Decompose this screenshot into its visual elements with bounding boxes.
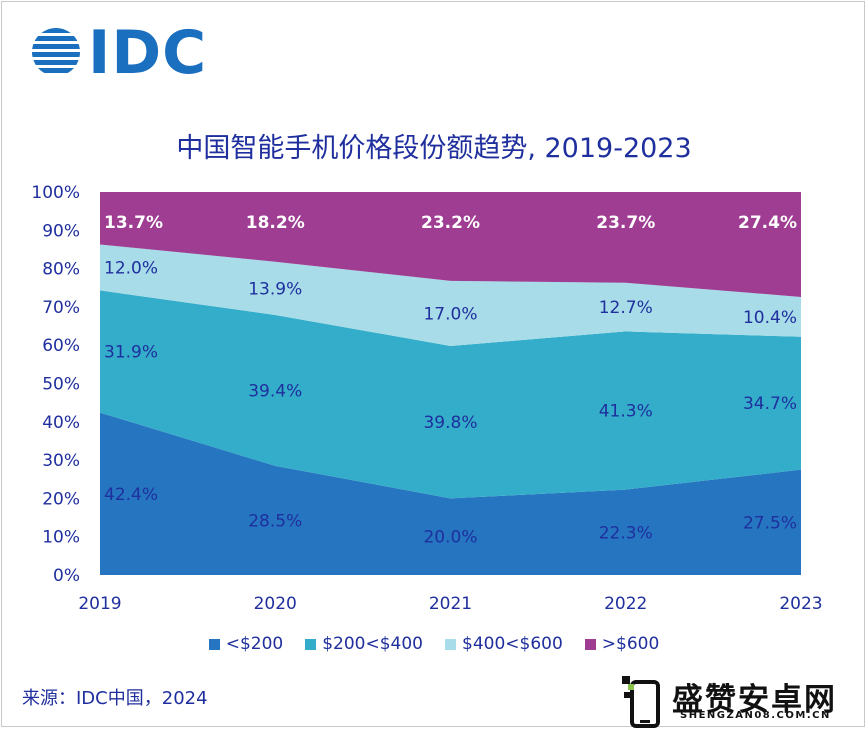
y-tick-label: 50% — [42, 375, 80, 395]
legend-item: >$600 — [584, 634, 660, 654]
legend-item: <$200 — [208, 634, 284, 654]
logo-text: IDC — [88, 18, 208, 88]
y-tick-label: 100% — [31, 183, 80, 203]
y-tick-label: 20% — [42, 489, 80, 509]
legend-swatch — [305, 638, 317, 650]
x-tick-label: 2019 — [78, 594, 121, 614]
data-label: 39.4% — [248, 381, 302, 401]
x-tick-label: 2022 — [604, 594, 647, 614]
y-tick-label: 80% — [42, 260, 80, 280]
data-label: 10.4% — [743, 308, 797, 328]
data-label: 41.3% — [599, 402, 653, 422]
y-tick-label: 0% — [53, 566, 80, 586]
legend-swatch — [208, 638, 220, 650]
legend-swatch — [445, 638, 456, 650]
y-tick-label: 10% — [42, 528, 80, 548]
phone-logo-icon — [622, 676, 660, 728]
globe-logo-icon — [32, 28, 80, 73]
data-label: 12.7% — [599, 298, 653, 318]
x-tick-label: 2023 — [779, 594, 822, 614]
data-label: 20.0% — [423, 528, 477, 548]
data-label: 12.0% — [104, 258, 158, 278]
data-label: 23.7% — [596, 213, 655, 233]
x-tick-label: 2020 — [254, 594, 297, 614]
idc-logo: IDC — [30, 18, 206, 88]
legend-label: <$200 — [225, 634, 284, 654]
source-note: 来源：IDC中国，2024 — [22, 688, 208, 709]
y-tick-label: 40% — [42, 413, 80, 433]
data-label: 39.8% — [423, 413, 477, 433]
data-label: 28.5% — [248, 511, 302, 531]
data-label: 18.2% — [246, 213, 305, 233]
data-label: 27.5% — [743, 513, 797, 533]
data-label: 34.7% — [743, 394, 797, 414]
data-label: 22.3% — [599, 523, 653, 543]
legend-label: >$600 — [601, 634, 660, 654]
legend-label: $400<$600 — [462, 634, 563, 654]
data-label: 13.7% — [104, 213, 163, 233]
x-tick-label: 2021 — [429, 594, 472, 614]
data-label: 31.9% — [104, 343, 158, 363]
y-tick-label: 70% — [42, 298, 80, 318]
area-series-3 — [100, 192, 801, 297]
data-label: 42.4% — [104, 485, 158, 505]
y-tick-label: 30% — [42, 451, 80, 471]
area-series-0 — [100, 412, 801, 575]
chart-title: 中国智能手机价格段份额趋势, 2019-2023 — [176, 133, 692, 164]
stacked-area-chart: 0% 10% 20% 30% 40% 50% 60% 70% 80% 90% 100% 2019 20… — [31, 183, 822, 614]
legend-item: $200<$400 — [305, 634, 423, 654]
site-watermark: 盛赞安卓网 SHENGZAN08.COM.CN — [622, 672, 862, 730]
y-tick-label: 90% — [42, 221, 80, 241]
area-series-1 — [100, 290, 801, 499]
watermark-name: 盛赞安卓网 — [672, 682, 837, 718]
legend-label: $200<$400 — [322, 634, 423, 654]
data-label: 27.4% — [738, 213, 797, 233]
legend-item: $400<$600 — [445, 634, 563, 654]
data-label: 23.2% — [421, 213, 480, 233]
data-label: 13.9% — [248, 279, 302, 299]
area-series-2 — [100, 244, 801, 346]
legend-swatch — [584, 638, 596, 650]
data-label: 17.0% — [423, 304, 477, 324]
y-tick-label: 60% — [42, 336, 80, 356]
chart-legend: <$200 $200<$400 $400<$600 >$600 — [0, 634, 868, 654]
watermark-site: SHENGZAN08.COM.CN — [680, 710, 831, 721]
